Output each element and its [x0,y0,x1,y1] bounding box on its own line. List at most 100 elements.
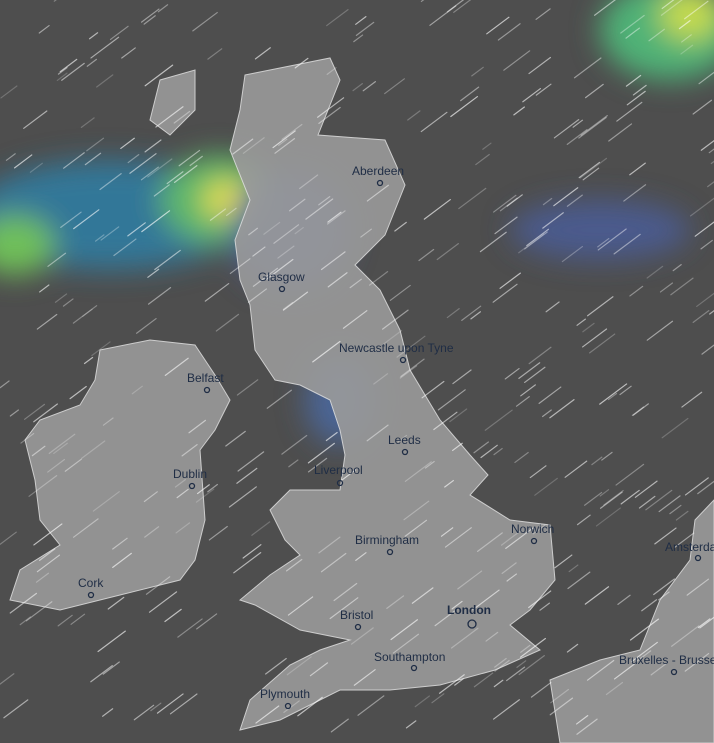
wind-streak [438,674,465,694]
wind-streak [5,153,16,161]
wind-streak [701,344,714,355]
wind-streak [318,106,341,125]
wind-streak [396,335,426,358]
wind-streak [36,313,58,330]
wind-streak [561,245,583,263]
wind-streak [460,86,480,102]
wind-streak [69,385,87,400]
wind-streak [572,119,584,128]
wind-streak [305,198,334,220]
wind-streak [330,718,349,733]
wind-streak [515,396,530,407]
wind-streak [424,460,435,469]
wind-streak [100,226,120,241]
wind-streak [36,554,60,573]
wind-streak [697,618,711,629]
wind-streak [534,477,558,496]
wind-streak [516,660,527,668]
wind-streak [294,226,304,235]
wind-streak [631,406,645,416]
islands [149,69,196,136]
wind-streak [72,305,98,324]
wind-streak [196,484,210,495]
wind-streak [320,552,347,573]
wind-streak [318,195,331,206]
wind-streak [638,495,656,509]
wind-streak [444,527,472,548]
wind-streak [353,669,376,686]
wind-streak [605,681,624,696]
wind-streak [697,480,714,495]
wind-streak [242,137,265,154]
wind-streak [9,592,38,614]
wind-streak [397,434,408,443]
wind-streak [431,693,445,704]
wind-streak [626,90,646,106]
city-dot [284,702,292,710]
wind-streak [595,507,621,527]
city-label: Plymouth [260,687,310,701]
wind-streak [121,47,136,59]
wind-streak [579,157,608,179]
wind-streak [307,442,335,464]
wind-streak [94,234,105,242]
wind-streak [341,469,357,481]
wind-streak [566,643,579,653]
wind-streak [164,357,189,377]
wind-streak [578,116,607,139]
wind-streak [63,152,85,169]
wind-streak [150,702,162,712]
wind-streak [29,162,43,173]
wind-streak [188,419,207,434]
wind-streak [576,715,589,725]
wind-streak [629,285,644,297]
wind-streak [299,174,319,190]
wind-streak [539,602,551,611]
wind-streak [568,564,579,573]
wind-streak [237,451,265,472]
wind-streak [90,36,120,59]
wind-streak [0,531,17,545]
wind-streak [56,72,68,82]
wind-streak [307,457,328,473]
wind-streak [601,451,613,461]
wind-streak [528,346,552,365]
wind-streak [680,44,694,55]
wind-streak [542,197,553,206]
wind-streak [129,153,157,174]
wind-streak [506,194,523,207]
wind-streak [520,384,536,397]
city-dot [399,356,407,364]
wind-streak [140,8,160,23]
wind-streak [472,589,500,611]
wind-streak [461,305,482,321]
city-label: Leeds [388,433,421,447]
wind-streak [582,167,600,181]
wind-streak [506,573,517,582]
wind-streak [173,165,198,183]
city-label: Liverpool [314,463,363,477]
wind-streak [451,600,463,610]
wind-streak [670,277,694,296]
wind-streak [39,284,50,293]
wind-streak [226,207,237,217]
wind-streak [692,309,710,323]
wind-streak [81,440,106,459]
wind-streak [646,320,674,341]
wind-streak [493,679,504,688]
wind-streak [584,586,610,605]
wind-streak [485,631,499,642]
capital-label: London [447,603,491,617]
wind-streak [566,194,583,207]
wind-streak [684,0,709,20]
wind-streak [289,198,306,212]
wind-streak [394,221,407,232]
wind-streak [420,111,448,133]
wind-streak [127,222,146,237]
wind-streak [360,228,372,238]
wind-streak [535,8,551,20]
wind-streak [658,495,681,513]
wind-streak [452,442,463,452]
wind-streak [207,48,223,60]
wind-streak [444,479,454,488]
